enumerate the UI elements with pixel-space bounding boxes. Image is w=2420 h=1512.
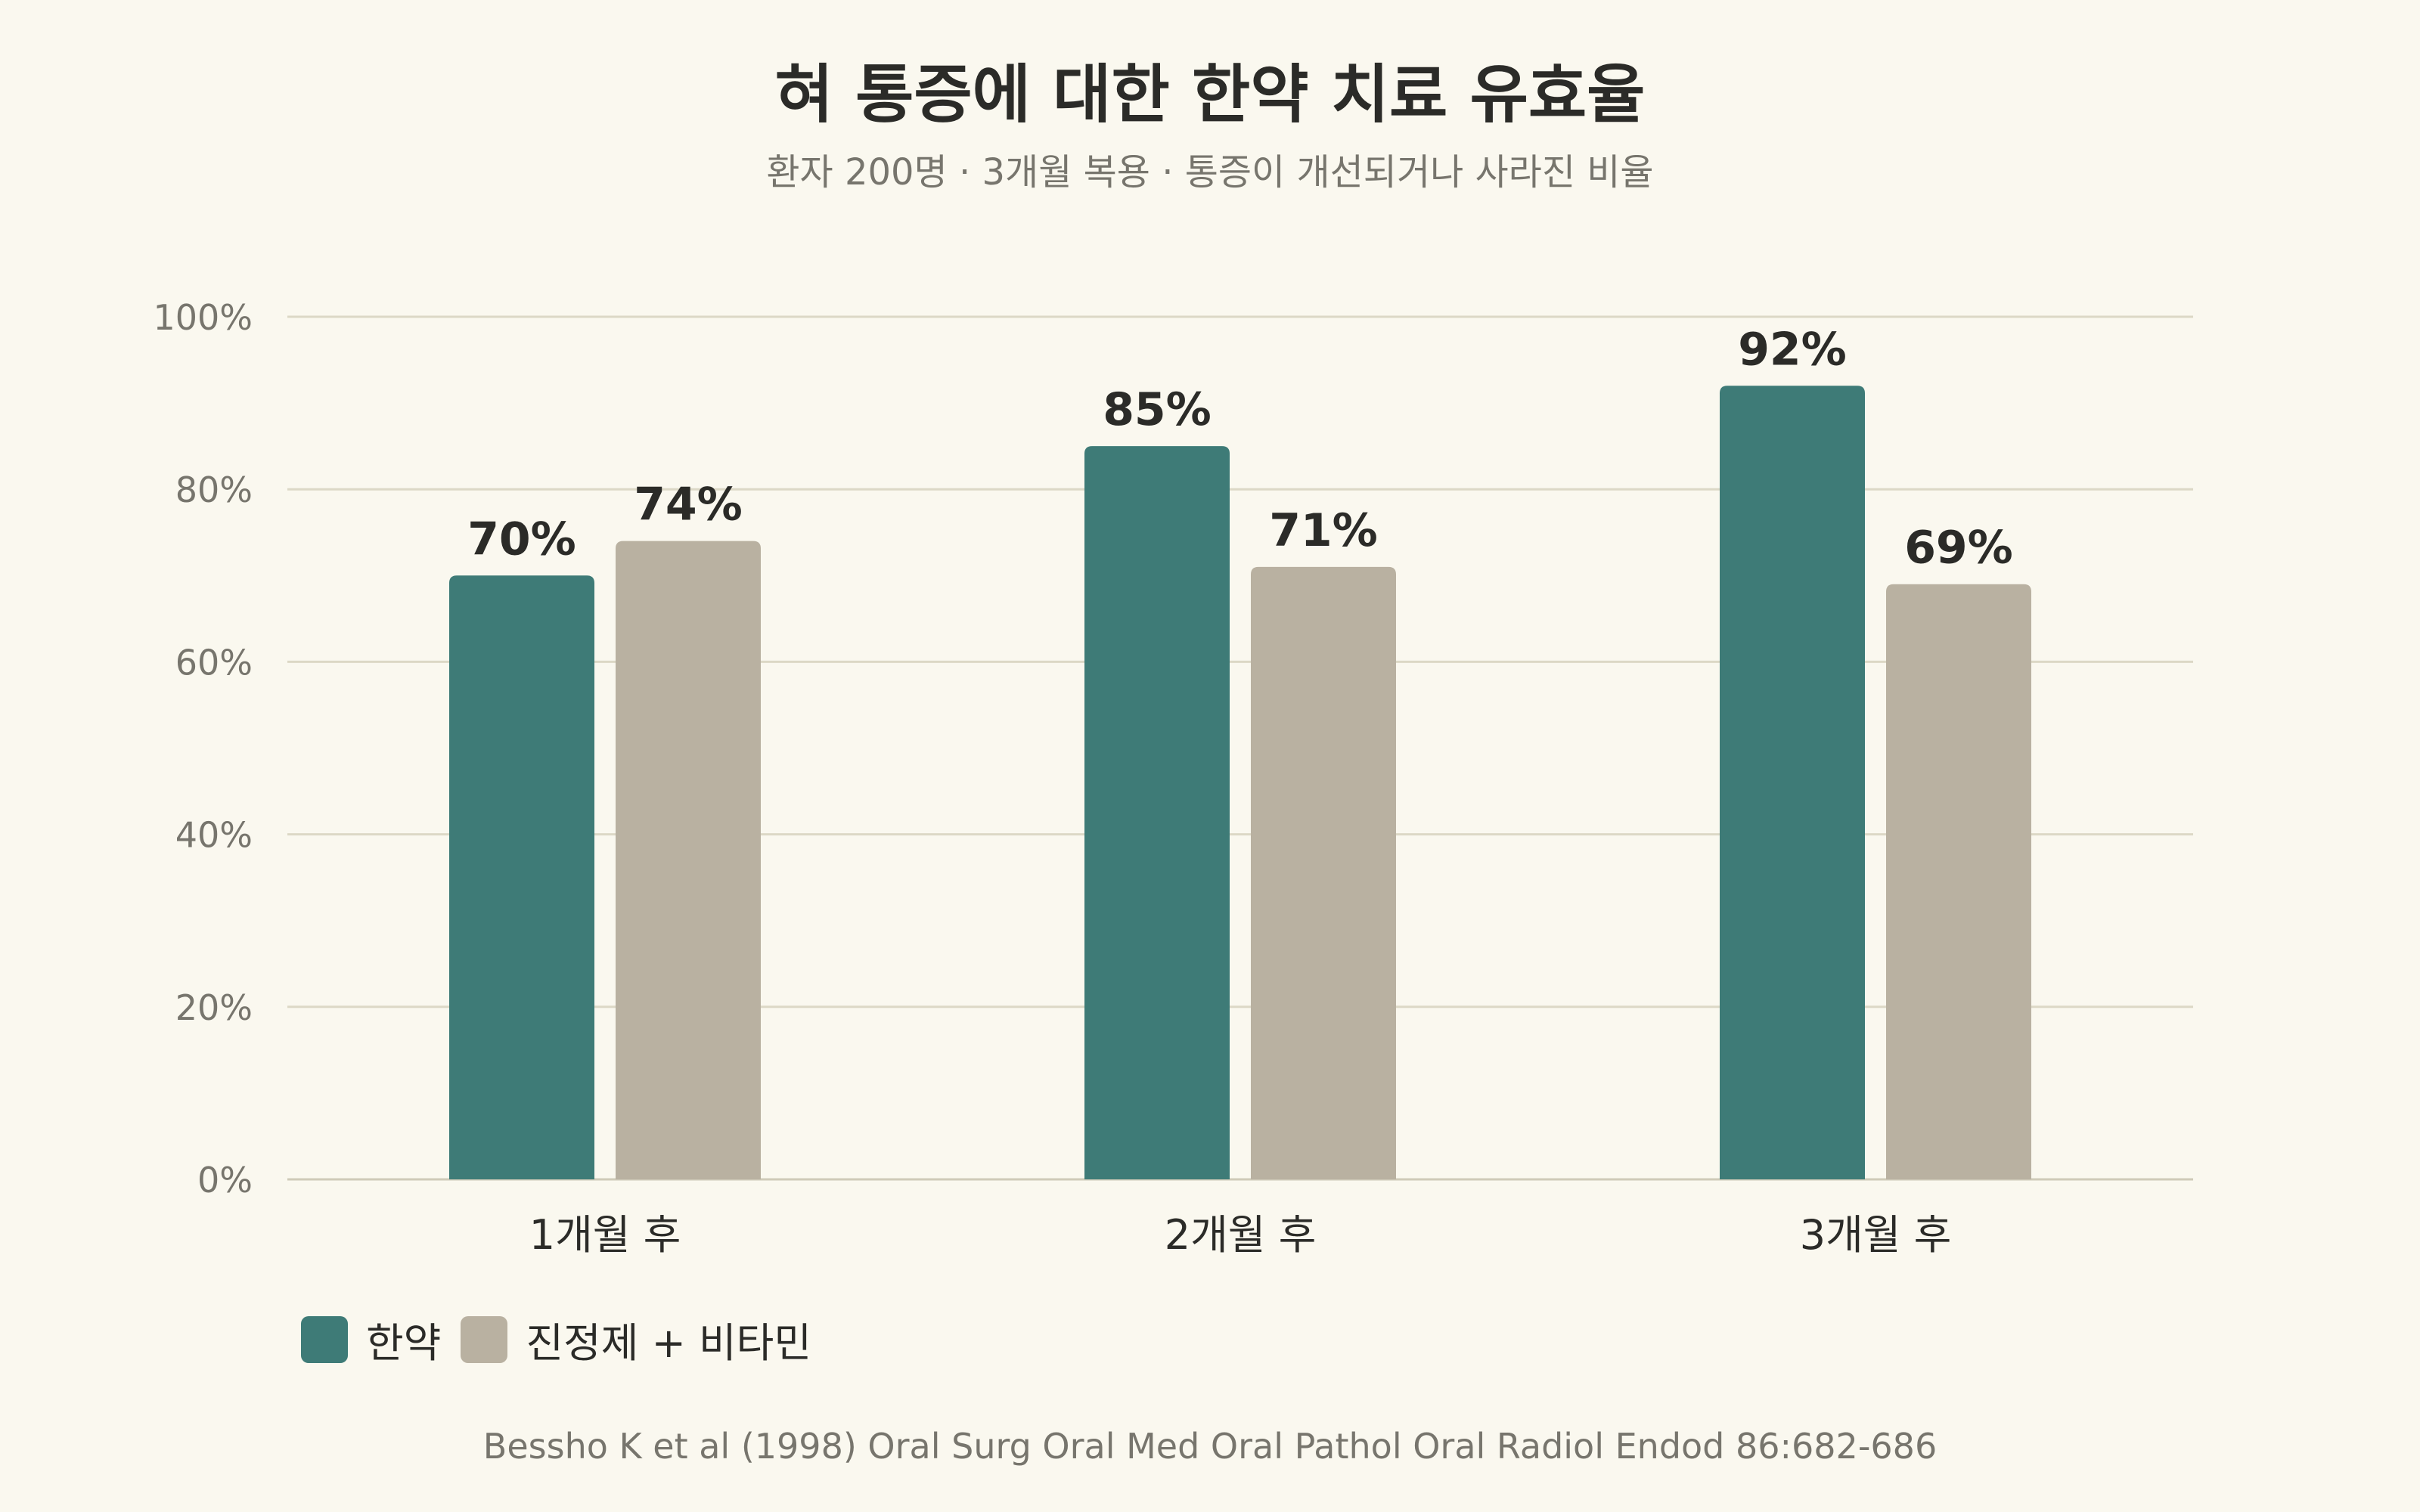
x-tick-label: 2개월 후	[1165, 1211, 1317, 1259]
data-label: 71%	[1269, 504, 1378, 557]
legend-swatch-herbal	[301, 1315, 348, 1363]
bar-sedative-vitamin	[1251, 566, 1396, 1179]
data-label: 85%	[1103, 383, 1212, 436]
y-tick-label: 100%	[153, 297, 253, 338]
data-label: 69%	[1904, 522, 2013, 575]
source-citation: Bessho K et al (1998) Oral Surg Oral Med…	[482, 1426, 1938, 1467]
bar-herbal	[1720, 386, 1865, 1179]
data-label: 74%	[634, 479, 743, 531]
x-tick-label: 3개월 후	[1800, 1211, 1952, 1259]
legend-swatch-sedative-vitamin	[461, 1315, 508, 1363]
chart-title: 혀 통증에 대한 한약 치료 유효율	[774, 57, 1646, 132]
y-tick-label: 0%	[197, 1160, 253, 1201]
y-tick-label: 40%	[175, 815, 253, 856]
legend-item-herbal: 한약	[301, 1309, 441, 1369]
data-label: 92%	[1738, 323, 1847, 376]
y-tick-label: 20%	[175, 987, 253, 1028]
bar-sedative-vitamin	[1886, 584, 2031, 1179]
chart-subtitle: 환자 200명 · 3개월 복용 · 통증이 개선되거나 사라진 비율	[766, 151, 1654, 194]
bar-sedative-vitamin	[616, 541, 761, 1179]
legend-label-sedative-vitamin: 진정제 + 비타민	[526, 1319, 812, 1367]
legend-item-sedative-vitamin: 진정제 + 비타민	[461, 1309, 811, 1369]
y-tick-label: 60%	[175, 642, 253, 683]
x-tick-label: 1개월 후	[529, 1211, 681, 1259]
data-label: 70%	[467, 513, 576, 565]
bar-herbal	[449, 575, 594, 1179]
legend-label-herbal: 한약	[366, 1319, 442, 1367]
legend: 한약 진정제 + 비타민	[301, 1309, 831, 1369]
y-tick-label: 80%	[175, 469, 253, 510]
bar-herbal	[1084, 446, 1230, 1179]
